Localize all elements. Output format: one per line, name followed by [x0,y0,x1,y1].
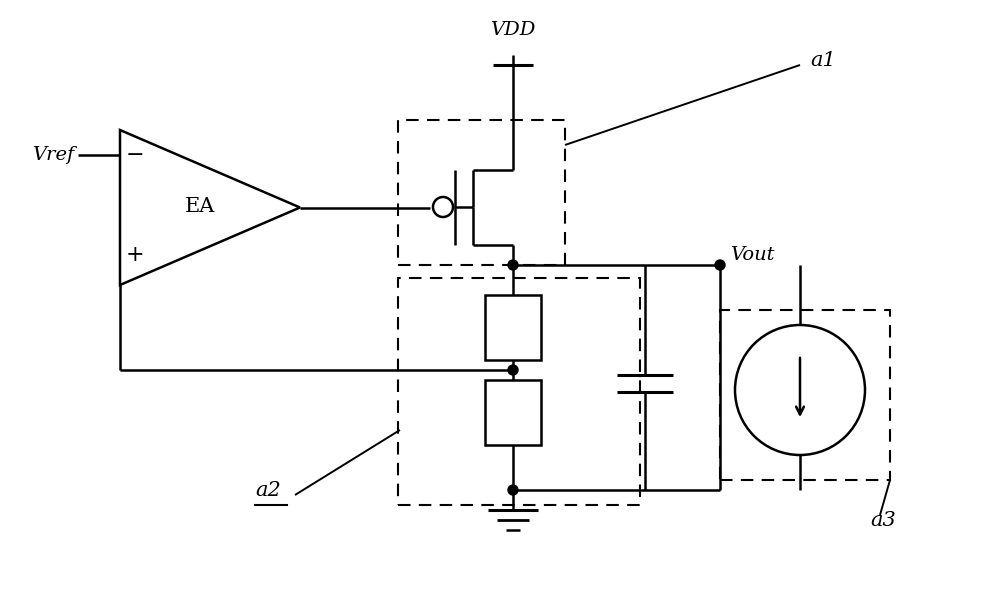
Text: Vref: Vref [32,146,74,164]
Circle shape [508,260,518,270]
Text: a3: a3 [870,511,896,530]
Circle shape [715,260,725,270]
Text: a1: a1 [810,50,836,70]
Text: −: − [126,144,144,166]
Bar [720,310,890,480]
Bar [485,295,541,360]
Text: VDD: VDD [490,21,536,39]
Bar [398,120,565,265]
Bar [398,278,640,505]
Bar [485,380,541,445]
Text: EA: EA [185,197,215,216]
Circle shape [508,365,518,375]
Text: Vout: Vout [730,246,774,264]
Circle shape [508,485,518,495]
Text: +: + [126,244,144,266]
Text: a2: a2 [255,480,281,499]
